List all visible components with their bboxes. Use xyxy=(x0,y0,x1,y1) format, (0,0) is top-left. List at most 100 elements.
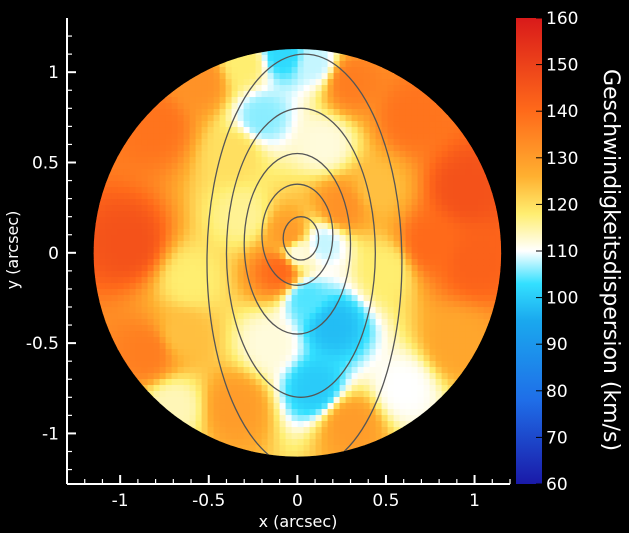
field-cell xyxy=(309,127,317,134)
field-cell xyxy=(339,55,347,62)
field-cell xyxy=(423,235,431,242)
field-cell xyxy=(219,337,227,344)
field-cell xyxy=(345,445,353,452)
field-cell xyxy=(375,259,383,266)
field-cell xyxy=(399,127,407,134)
field-cell xyxy=(183,409,191,416)
field-cell xyxy=(495,259,502,266)
field-cell xyxy=(261,427,269,434)
field-cell xyxy=(171,403,179,410)
field-cell xyxy=(357,385,365,392)
field-cell xyxy=(195,265,203,272)
field-cell xyxy=(417,235,425,242)
field-cell xyxy=(165,253,173,260)
field-cell xyxy=(441,295,449,302)
field-cell xyxy=(213,211,221,218)
field-cell xyxy=(339,415,347,422)
field-cell xyxy=(441,265,449,272)
field-cell xyxy=(321,337,329,344)
field-cell xyxy=(393,217,401,224)
field-cell xyxy=(243,439,251,446)
field-cell xyxy=(201,355,209,362)
field-cell xyxy=(171,211,179,218)
field-cell xyxy=(303,127,311,134)
field-cell xyxy=(213,145,221,152)
field-cell xyxy=(309,67,317,74)
field-cell xyxy=(321,331,329,338)
field-cell xyxy=(417,157,425,164)
field-cell xyxy=(135,289,143,296)
field-cell xyxy=(483,259,491,266)
field-cell xyxy=(417,397,425,404)
field-cell xyxy=(423,367,431,374)
field-cell xyxy=(219,331,227,338)
field-cell xyxy=(165,343,173,350)
field-cell xyxy=(207,259,215,266)
field-cell xyxy=(177,145,185,152)
field-cell xyxy=(465,151,473,158)
field-cell xyxy=(423,151,431,158)
field-cell xyxy=(207,103,215,110)
field-cell xyxy=(267,385,275,392)
field-cell xyxy=(345,307,353,314)
field-cell xyxy=(435,163,443,170)
field-cell xyxy=(207,127,215,134)
field-cell xyxy=(219,151,227,158)
field-cell xyxy=(147,253,155,260)
field-cell xyxy=(135,283,143,290)
field-cell xyxy=(333,91,341,98)
field-cell xyxy=(237,145,245,152)
field-cell xyxy=(357,313,365,320)
field-cell xyxy=(249,175,257,182)
field-cell xyxy=(411,109,419,116)
flux-contour xyxy=(243,152,352,335)
field-cell xyxy=(375,115,383,122)
field-cell xyxy=(387,295,395,302)
field-cell xyxy=(411,409,419,416)
field-cell xyxy=(297,271,305,278)
field-cell xyxy=(309,223,317,230)
field-cell xyxy=(411,289,419,296)
field-cell xyxy=(333,331,341,338)
field-cell xyxy=(309,385,317,392)
field-cell xyxy=(201,277,209,284)
field-cell xyxy=(447,307,455,314)
field-cell xyxy=(177,295,185,302)
field-cell xyxy=(279,307,287,314)
field-cell xyxy=(345,193,353,200)
field-cell xyxy=(231,103,239,110)
field-cell xyxy=(315,169,323,176)
field-cell xyxy=(225,319,233,326)
field-cell xyxy=(177,217,185,224)
field-cell xyxy=(135,253,143,260)
field-cell xyxy=(345,283,353,290)
field-cell xyxy=(363,211,371,218)
field-cell xyxy=(105,199,113,206)
field-cell xyxy=(153,121,161,128)
field-cell xyxy=(291,145,299,152)
field-cell xyxy=(237,373,245,380)
field-cell xyxy=(345,79,353,86)
field-cell xyxy=(273,343,281,350)
field-cell xyxy=(381,109,389,116)
field-cell xyxy=(297,259,305,266)
field-cell xyxy=(219,223,227,230)
field-cell xyxy=(387,403,395,410)
field-cell xyxy=(195,79,203,86)
field-cell xyxy=(459,217,467,224)
field-cell xyxy=(267,439,275,446)
field-cell xyxy=(117,325,125,332)
field-cell xyxy=(189,265,197,272)
field-cell xyxy=(231,175,239,182)
field-cell xyxy=(399,409,407,416)
field-cell xyxy=(381,253,389,260)
field-cell xyxy=(387,211,395,218)
field-cell xyxy=(303,133,311,140)
field-cell xyxy=(489,223,497,230)
field-cell xyxy=(453,193,461,200)
field-cell xyxy=(171,379,179,386)
field-cell xyxy=(165,211,173,218)
field-cell xyxy=(129,343,137,350)
field-cell xyxy=(345,151,353,158)
field-cell xyxy=(315,91,323,98)
